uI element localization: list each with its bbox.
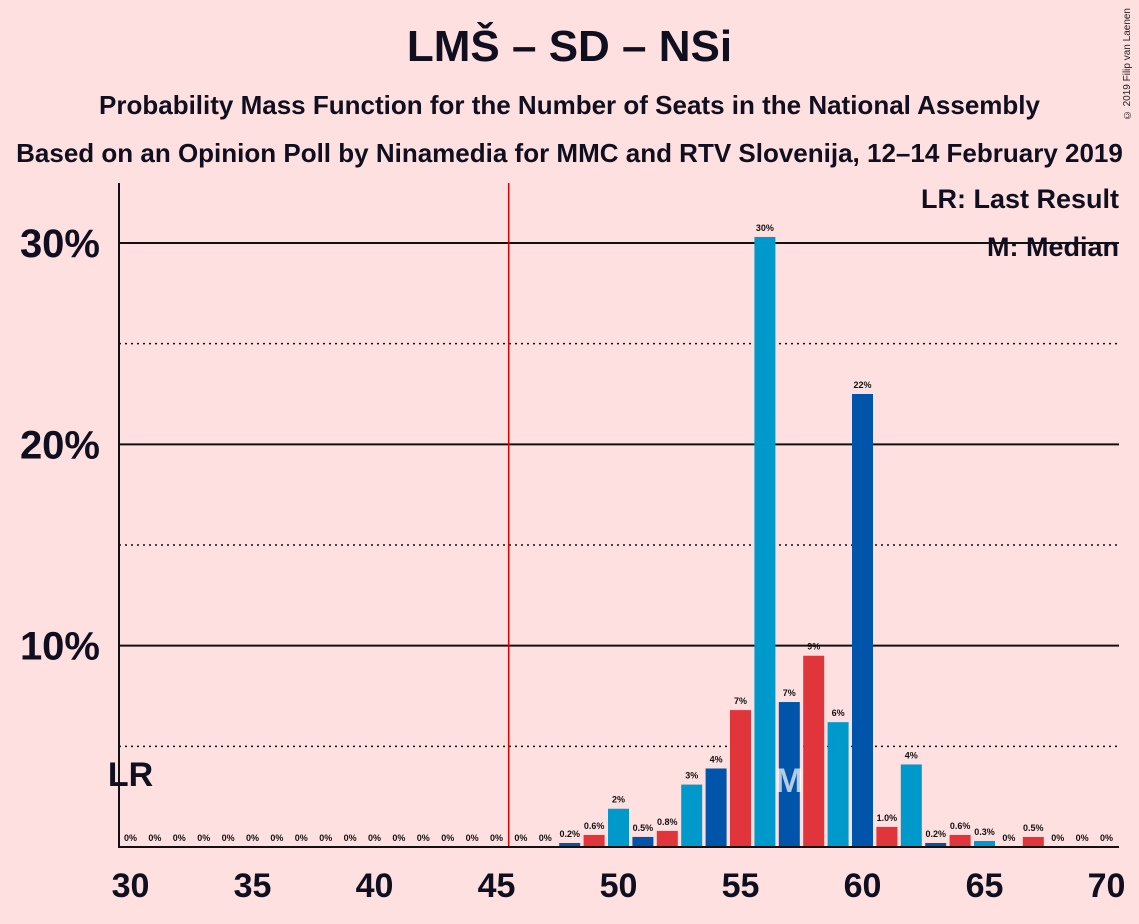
bar-value-label: 9%	[807, 642, 820, 652]
bar	[559, 842, 581, 847]
bar	[778, 702, 800, 847]
bar-value-label: 0%	[173, 833, 186, 843]
bar-value-label: 0%	[222, 833, 235, 843]
chart-title: LMŠ – SD – NSi	[406, 22, 733, 71]
bar	[852, 394, 873, 847]
bar-value-label: 0%	[490, 833, 503, 843]
bar-value-label: 30%	[756, 223, 774, 233]
x-tick-label: 45	[478, 867, 516, 905]
bar-value-label: 0.6%	[584, 821, 605, 831]
chart-subtitle: Probability Mass Function for the Number…	[99, 90, 1040, 120]
bar-value-label: 7%	[783, 688, 796, 698]
bar-value-label: 0.2%	[559, 829, 580, 839]
bar	[754, 236, 776, 847]
bar-value-label: 0%	[319, 833, 332, 843]
bar	[681, 784, 703, 847]
bar	[1022, 836, 1044, 847]
legend-last-result: LR: Last Result	[920, 184, 1119, 214]
bar-value-label: 0%	[124, 833, 137, 843]
bar	[730, 710, 751, 847]
bar-value-label: 0%	[1002, 833, 1015, 843]
bar-value-label: 0%	[1051, 833, 1064, 843]
bar	[705, 768, 727, 847]
bar	[900, 764, 922, 847]
bar-value-label: 0%	[148, 833, 161, 843]
bar-value-label: 2%	[612, 795, 625, 805]
bar-value-label: 0%	[344, 833, 357, 843]
bar-value-label: 1.0%	[877, 813, 898, 823]
bar	[656, 830, 678, 847]
x-tick-label: 70	[1088, 867, 1126, 905]
bar-value-label: 22%	[853, 380, 871, 390]
bar-value-label: 0%	[514, 833, 527, 843]
bar	[876, 826, 898, 847]
x-tick-label: 30	[112, 867, 150, 905]
bar-value-label: 4%	[905, 750, 918, 760]
bar-value-label: 0.5%	[633, 823, 654, 833]
bar	[632, 836, 654, 847]
bar	[803, 655, 825, 847]
x-tick-label: 35	[234, 867, 272, 905]
y-tick-label: 30%	[20, 222, 100, 266]
bar-value-label: 0.5%	[1023, 823, 1044, 833]
x-tick-label: 65	[966, 867, 1004, 905]
bar-value-label: 0.3%	[974, 827, 995, 837]
bar-value-label: 0%	[417, 833, 430, 843]
bar-value-label: 0%	[197, 833, 210, 843]
x-tick-label: 55	[722, 867, 760, 905]
bar-value-label: 0%	[466, 833, 479, 843]
x-tick-label: 60	[844, 867, 882, 905]
y-tick-label: 20%	[20, 423, 100, 467]
median-marker: M	[775, 762, 803, 800]
bar-value-label: 3%	[685, 771, 698, 781]
bar-value-label: 7%	[734, 696, 747, 706]
x-tick-label: 50	[600, 867, 638, 905]
bar-value-label: 0.8%	[657, 817, 678, 827]
bar-value-label: 4%	[710, 754, 723, 764]
bar	[925, 842, 947, 847]
bar-value-label: 0.2%	[925, 829, 946, 839]
bar-value-label: 0%	[539, 833, 552, 843]
chart-source-subtitle: Based on an Opinion Poll by Ninamedia fo…	[16, 138, 1123, 168]
bar-value-label: 0%	[270, 833, 283, 843]
bar-value-label: 0.6%	[950, 821, 971, 831]
bar	[827, 722, 849, 847]
legend-median: M: Median	[987, 232, 1119, 262]
x-tick-label: 40	[356, 867, 394, 905]
bar	[583, 834, 605, 847]
bar-value-label: 0%	[392, 833, 405, 843]
bar-value-label: 0%	[295, 833, 308, 843]
last-result-marker: LR	[108, 756, 153, 794]
bar-value-label: 0%	[246, 833, 259, 843]
bar-value-label: 0%	[441, 833, 454, 843]
bar-value-label: 0%	[368, 833, 381, 843]
bar-value-label: 0%	[1100, 833, 1113, 843]
bar-value-label: 6%	[832, 708, 845, 718]
bar	[974, 840, 995, 847]
bar-value-label: 0%	[1076, 833, 1089, 843]
y-tick-label: 10%	[20, 625, 100, 669]
bar	[949, 834, 971, 847]
bar	[608, 808, 629, 847]
